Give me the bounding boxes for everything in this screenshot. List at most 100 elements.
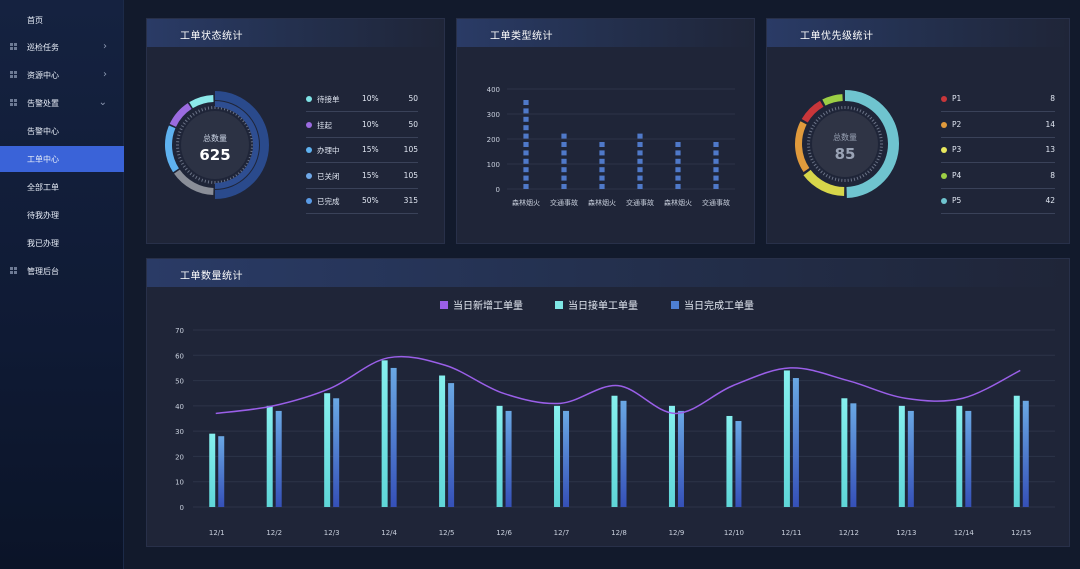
x-tick-label: 12/1 xyxy=(209,529,225,537)
dial-tick xyxy=(873,121,877,125)
sidebar-item[interactable]: 工单中心 xyxy=(0,146,124,172)
sidebar-item[interactable]: 巡检任务 › xyxy=(0,34,124,60)
sidebar-item[interactable]: 告警处置 ⌄ xyxy=(0,90,124,116)
status-panel: 工单状态统计 总数量 625 待接单 10% 50 挂起 10% 50 办理中 15% 105 已… xyxy=(146,18,445,244)
legend-dot xyxy=(306,198,312,204)
sidebar-item[interactable]: 首页 xyxy=(0,7,124,33)
legend-swatch xyxy=(671,301,679,309)
sidebar-item[interactable]: 资源中心 › xyxy=(0,62,124,88)
legend-swatch xyxy=(555,301,563,309)
bar-segment xyxy=(561,175,567,181)
segment-completed xyxy=(215,101,259,189)
bar-accept-rect xyxy=(209,433,216,507)
legend-swatch xyxy=(440,301,448,309)
dial-tick xyxy=(878,152,882,155)
sidebar-item[interactable]: 全部工单 xyxy=(0,174,124,200)
dial-tick xyxy=(859,109,862,113)
y-tick-label: 0 xyxy=(496,186,500,194)
bar-done xyxy=(677,410,684,507)
bar-segment xyxy=(713,184,719,189)
legend-row: P4 8 xyxy=(941,165,1055,189)
bar-segment xyxy=(599,150,605,156)
bar-segment xyxy=(713,150,719,156)
legend-value: 105 xyxy=(403,170,418,180)
legend-name: 待接单 xyxy=(317,95,340,104)
legend-value: 8 xyxy=(1050,170,1055,180)
dial-tick xyxy=(856,176,859,180)
y-tick-label: 200 xyxy=(487,136,500,144)
bar xyxy=(523,100,529,189)
dial-tick xyxy=(850,106,853,110)
bar-done-rect xyxy=(735,421,742,507)
donut-segment xyxy=(845,90,899,198)
panel-title: 工单优先级统计 xyxy=(800,31,874,42)
dial-tick xyxy=(815,166,819,169)
bar-done-rect xyxy=(965,410,972,507)
dial-tick xyxy=(178,156,182,159)
bar-segment xyxy=(637,175,643,181)
dial-tick xyxy=(807,149,811,152)
legend-dot xyxy=(941,147,947,153)
legend-dot xyxy=(306,96,312,102)
panel-header: 工单状态统计 xyxy=(147,19,444,47)
dial-tick xyxy=(178,131,182,134)
dial-tick xyxy=(867,114,870,118)
x-tick-label: 12/11 xyxy=(781,529,801,537)
dial-tick xyxy=(869,168,873,172)
bar-segment xyxy=(561,167,567,173)
sidebar-item[interactable]: 告警中心 xyxy=(0,118,124,144)
legend-row: 办理中 15% 105 xyxy=(306,139,418,163)
bar-segment xyxy=(523,116,529,122)
bar-done xyxy=(792,378,799,507)
dial-tick xyxy=(187,170,190,173)
dial-tick xyxy=(825,174,828,178)
legend-percent: 50% xyxy=(362,196,379,205)
dial-tick xyxy=(850,178,853,182)
x-tick-label: 交通事故 xyxy=(626,198,654,207)
panel-header: 工单优先级统计 xyxy=(767,19,1069,47)
bar-done xyxy=(333,398,340,507)
y-tick-label: 70 xyxy=(175,327,184,335)
x-tick-label: 交通事故 xyxy=(702,198,730,207)
dial-tick xyxy=(879,149,883,152)
legend-percent: 10% xyxy=(362,94,379,103)
segment-closed xyxy=(174,169,214,195)
y-tick-label: 0 xyxy=(180,504,184,512)
bar-accept xyxy=(266,405,273,507)
bar-segment xyxy=(713,142,719,147)
dial-tick xyxy=(837,106,840,110)
sidebar: 首页 巡检任务 › 资源中心 › 告警处置 ⌄ 告警中心工单中心全部工单 待我办理 我已办理 管理后… xyxy=(0,0,124,569)
bar-done-rect xyxy=(333,398,340,507)
y-tick-label: 50 xyxy=(175,378,184,386)
sidebar-item-label: 工单中心 xyxy=(27,154,59,164)
segment-processing xyxy=(165,125,179,173)
bar xyxy=(561,133,567,189)
dial-tick xyxy=(822,172,826,176)
donut-segment xyxy=(165,125,179,173)
dial-tick xyxy=(184,167,188,171)
sidebar-item[interactable]: 我已办理 xyxy=(0,230,124,256)
bar-accept xyxy=(726,415,733,507)
donut-segment xyxy=(215,101,259,189)
count-combo-chart: 当日新增工单量 当日接单工单量 当日完成工单量 0 10 20 30 40 50 60 70 12/1… xyxy=(175,299,1055,537)
x-tick-label: 12/4 xyxy=(381,529,397,537)
bar-accept-rect xyxy=(841,398,848,507)
bar-accept xyxy=(439,375,446,507)
bar-accept xyxy=(554,405,561,507)
dial-tick xyxy=(871,166,875,169)
sidebar-item[interactable]: 待我办理 xyxy=(0,202,124,228)
dial-tick xyxy=(198,177,201,181)
legend-value: 50 xyxy=(408,119,418,129)
x-tick-label: 12/8 xyxy=(611,529,627,537)
bar-segment xyxy=(637,142,643,147)
bar-segment xyxy=(561,133,567,139)
legend-row: 已完成 50% 315 xyxy=(306,190,418,214)
legend-row: 已关闭 15% 105 xyxy=(306,165,418,189)
dial-tick xyxy=(182,122,186,125)
dial-tick xyxy=(189,114,193,118)
legend-dot xyxy=(306,172,312,179)
chevron-right-icon: › xyxy=(103,41,107,52)
donut-segment xyxy=(822,94,843,106)
sidebar-item[interactable]: 管理后台 xyxy=(0,258,124,284)
bar-accept-rect xyxy=(381,360,388,507)
